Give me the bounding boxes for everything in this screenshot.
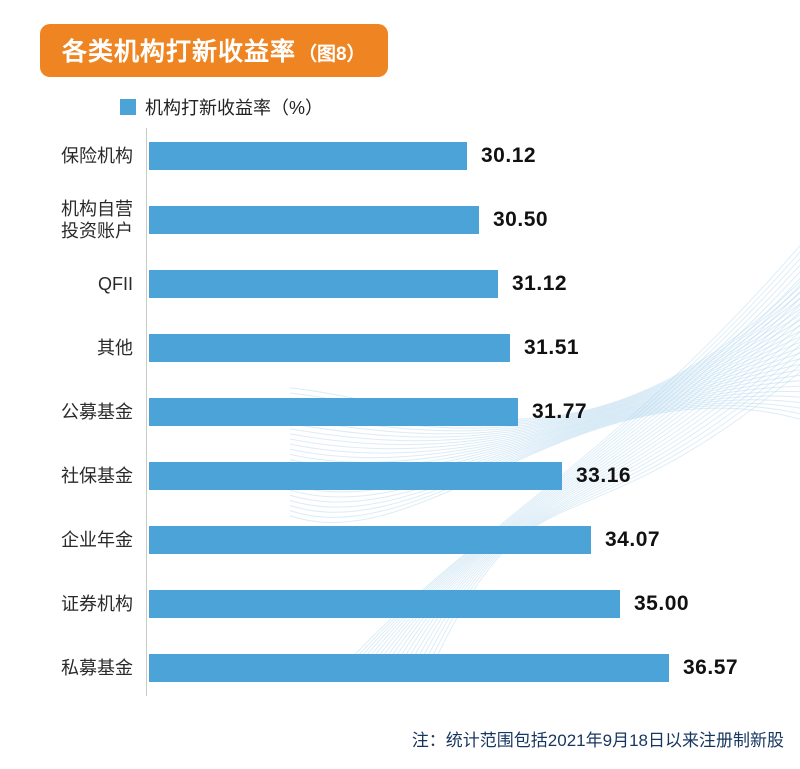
bar [149, 270, 498, 298]
category-label: 保险机构 [61, 145, 133, 166]
value-label: 31.12 [512, 272, 568, 295]
legend-label: 机构打新收益率（%） [145, 98, 324, 118]
chart-title-badge: 各类机构打新收益率 （图8） [40, 24, 388, 77]
value-label: 30.50 [493, 208, 549, 231]
bar-row: 私募基金 36.57 [0, 636, 800, 700]
value-label: 33.16 [576, 464, 632, 487]
bar-row: 证券机构 35.00 [0, 572, 800, 636]
category-label: 公募基金 [61, 401, 133, 422]
bar-track: 31.51 [145, 334, 800, 362]
bar [149, 142, 467, 170]
value-label: 36.57 [683, 656, 739, 679]
bar-row: 公募基金 31.77 [0, 380, 800, 444]
value-label: 35.00 [634, 592, 690, 615]
bar-track: 30.50 [145, 206, 800, 234]
chart-title: 各类机构打新收益率 [62, 38, 297, 66]
bar [149, 590, 620, 618]
bar-chart: 保险机构 30.12 机构自营 投资账户 30.50 QFII 31.12 其他 31.51 公… [0, 124, 800, 702]
bar-row: 企业年金 34.07 [0, 508, 800, 572]
value-label: 34.07 [605, 528, 661, 551]
bar-row: 社保基金 33.16 [0, 444, 800, 508]
bar [149, 654, 669, 682]
value-label: 31.51 [524, 336, 580, 359]
bar [149, 206, 479, 234]
bar-row: QFII 31.12 [0, 252, 800, 316]
category-label: 私募基金 [61, 657, 133, 678]
legend-swatch-icon [120, 99, 136, 115]
footnote: 注：统计范围包括2021年9月18日以来注册制新股 [411, 731, 784, 750]
bar [149, 526, 591, 554]
value-label: 31.77 [532, 400, 588, 423]
value-label: 30.12 [481, 144, 537, 167]
category-label: 企业年金 [61, 529, 133, 550]
bar-track: 31.12 [145, 270, 800, 298]
bar-track: 34.07 [145, 526, 800, 554]
bar-track: 30.12 [145, 142, 800, 170]
y-axis-line [146, 128, 147, 696]
category-label: QFII [98, 273, 133, 294]
bar-track: 33.16 [145, 462, 800, 490]
bar [149, 334, 510, 362]
bar-track: 31.77 [145, 398, 800, 426]
bar-track: 36.57 [145, 654, 800, 682]
category-label: 社保基金 [61, 465, 133, 486]
bar [149, 398, 518, 426]
bar-rows: 保险机构 30.12 机构自营 投资账户 30.50 QFII 31.12 其他 31.51 公… [0, 124, 800, 700]
bar [149, 462, 562, 490]
category-label: 证券机构 [61, 593, 133, 614]
bar-track: 35.00 [145, 590, 800, 618]
legend: 机构打新收益率（%） [120, 94, 323, 120]
chart-title-suffix: （图8） [298, 44, 366, 65]
bar-row: 其他 31.51 [0, 316, 800, 380]
bar-row: 机构自营 投资账户 30.50 [0, 188, 800, 252]
category-label: 其他 [97, 337, 133, 358]
bar-row: 保险机构 30.12 [0, 124, 800, 188]
category-label: 机构自营 投资账户 [61, 198, 133, 242]
